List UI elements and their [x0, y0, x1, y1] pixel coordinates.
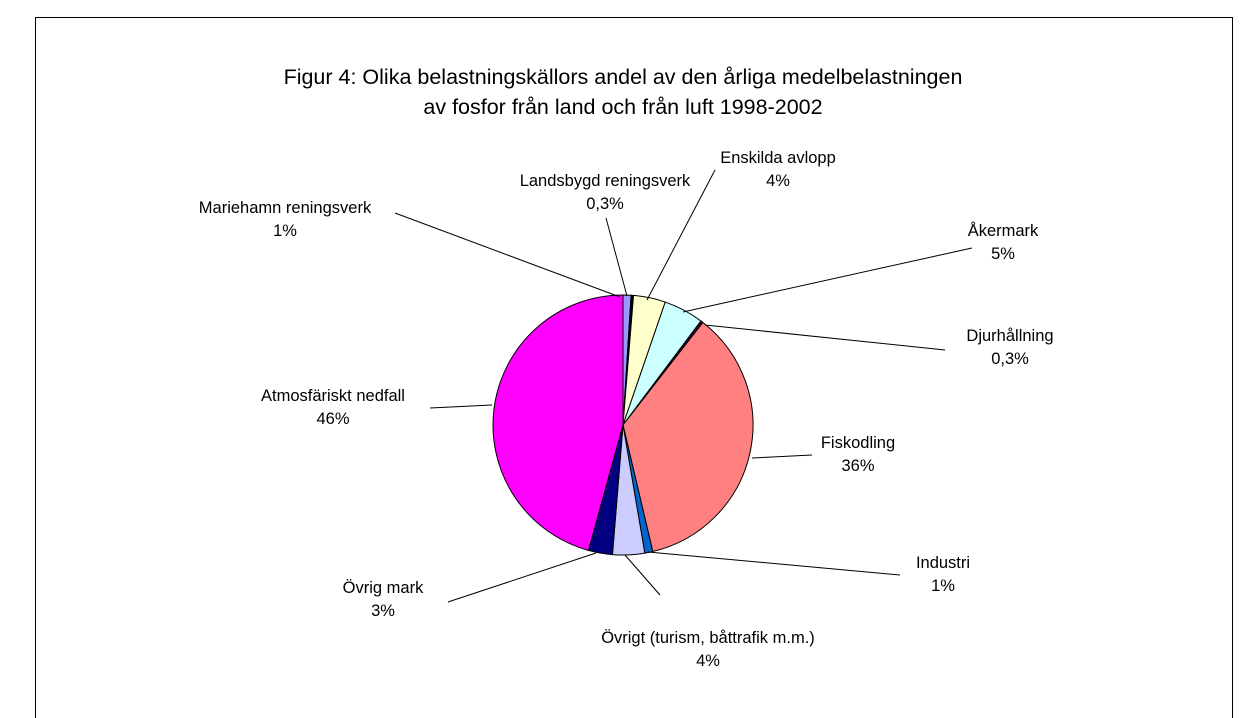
leader-line [646, 169, 716, 301]
category-label: Enskilda avlopp [720, 149, 836, 167]
category-label: Övrigt (turism, båttrafik m.m.) [601, 629, 815, 647]
slice-label: Mariehamn reningsverk 1% [155, 197, 415, 243]
value-label: 36% [841, 457, 875, 475]
slice-label: Fiskodling 36% [783, 432, 933, 478]
slice-label: Djurhållning 0,3% [935, 325, 1085, 371]
category-label: Atmosfäriskt nedfall [261, 387, 405, 405]
value-label: 3% [371, 602, 395, 620]
leader-line [447, 552, 597, 603]
category-label: Industri [915, 554, 971, 572]
value-label: 0,3% [991, 350, 1029, 368]
value-label: 4% [766, 172, 790, 190]
value-label: 0,3% [586, 195, 624, 213]
leader-line [394, 212, 621, 298]
category-label: Djurhållning [966, 327, 1054, 345]
chart-title: Figur 4: Olika belastningskällors andel … [283, 65, 963, 119]
slice-label: Enskilda avlopp 4% [678, 147, 878, 193]
chart-frame [35, 17, 1233, 718]
slice-label: Landsbygd reningsverk 0,3% [475, 170, 735, 216]
category-label: Fiskodling [820, 434, 896, 452]
pie-slice [492, 294, 624, 551]
leader-line [605, 217, 628, 297]
category-label: Landsbygd reningsverk [519, 172, 691, 190]
leader-line [624, 554, 661, 596]
value-label: 46% [316, 410, 350, 428]
leader-line [751, 454, 813, 459]
slice-label: Åkermark 5% [928, 220, 1078, 266]
pie-slice [622, 321, 754, 553]
slice-label: Övrigt (turism, båttrafik m.m.) 4% [588, 627, 828, 673]
value-label: 4% [696, 652, 720, 670]
leader-line [429, 404, 493, 409]
value-label: 1% [931, 577, 955, 595]
value-label: 5% [991, 245, 1015, 263]
category-label: Mariehamn reningsverk [198, 199, 372, 217]
value-label: 1% [273, 222, 297, 240]
leader-line [704, 324, 946, 351]
slice-label: Atmosfäriskt nedfall 46% [223, 385, 443, 431]
slice-label: Industri 1% [868, 552, 1018, 598]
category-label: Övrig mark [342, 579, 424, 597]
leader-line [647, 551, 901, 576]
slice-label: Övrig mark 3% [308, 577, 458, 623]
category-label: Åkermark [967, 222, 1039, 240]
leader-line [682, 247, 973, 313]
